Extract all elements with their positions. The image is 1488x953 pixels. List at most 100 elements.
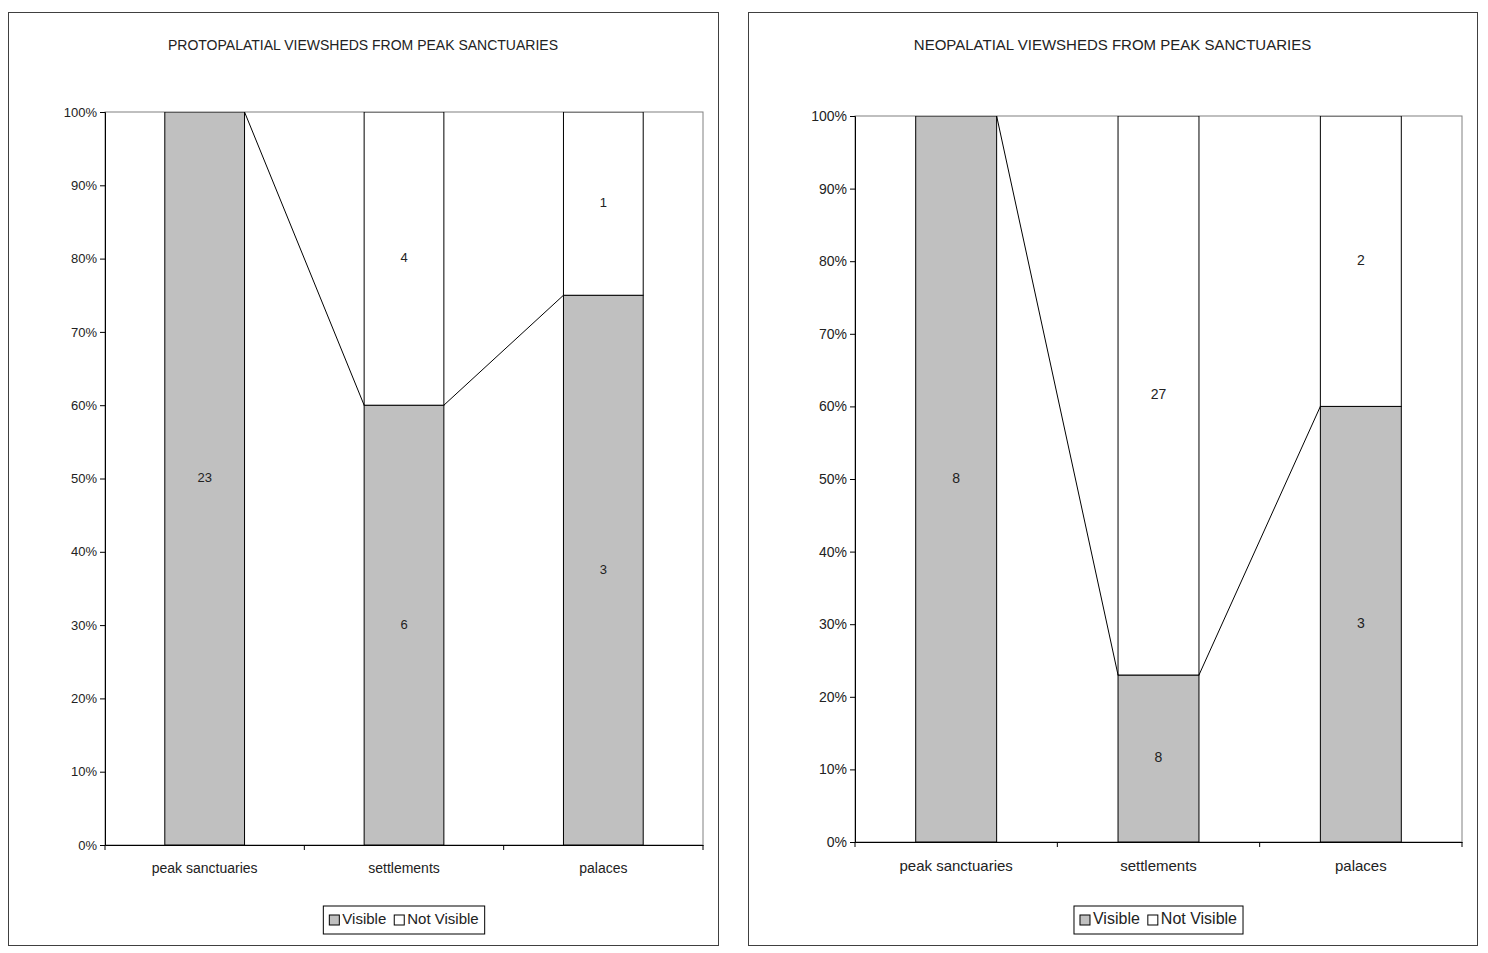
- series-line: [1199, 406, 1320, 675]
- y-tick-label: 20%: [71, 691, 97, 706]
- y-tick-label: 0%: [78, 838, 97, 853]
- legend-label: Visible: [1093, 910, 1140, 927]
- y-tick-label: 70%: [819, 326, 847, 342]
- data-label: 6: [400, 617, 407, 632]
- chart-title: PROTOPALATIAL VIEWSHEDS FROM PEAK SANCTU…: [168, 37, 558, 53]
- y-tick-mark: [100, 772, 105, 773]
- y-axis-line: [100, 113, 106, 846]
- y-tick-label: 30%: [819, 616, 847, 632]
- y-tick-mark: [850, 697, 855, 698]
- legend-label: Not Visible: [407, 910, 478, 927]
- x-tick-label: peak sanctuaries: [899, 857, 1012, 874]
- y-tick-label: 80%: [71, 251, 97, 266]
- y-tick-mark: [100, 112, 105, 113]
- bar: [916, 116, 997, 842]
- y-tick: 20%: [819, 689, 855, 705]
- x-axis: peak sanctuariessettlementspalaces: [106, 845, 704, 876]
- x-axis: peak sanctuaries settlements palaces: [856, 842, 1463, 874]
- legend-swatch: [1080, 915, 1090, 925]
- plot-area: [165, 112, 643, 845]
- plot-frame: [105, 112, 703, 845]
- chart: PROTOPALATIAL VIEWSHEDS FROM PEAK SANCTU…: [9, 13, 719, 946]
- x-category-divider: [855, 842, 856, 847]
- x-tick: palaces: [1335, 842, 1387, 874]
- bar: [165, 112, 245, 113]
- y-tick: 70%: [71, 325, 105, 340]
- y-tick-label: 10%: [71, 764, 97, 779]
- chart-canvas: PROTOPALATIAL VIEWSHEDS FROM PEAK SANCTU…: [0, 0, 1488, 953]
- y-tick: 100%: [811, 108, 855, 124]
- data-label: 1: [600, 195, 607, 210]
- y-tick-label: 50%: [71, 471, 97, 486]
- y-tick-mark: [850, 189, 855, 190]
- y-tick-mark: [850, 769, 855, 770]
- y-tick-mark: [100, 185, 105, 186]
- x-tick: peak sanctuaries: [899, 842, 1012, 874]
- bar: [1118, 116, 1199, 675]
- y-tick-label: 40%: [71, 544, 97, 559]
- y-tick: 40%: [819, 544, 855, 560]
- y-tick-mark: [100, 698, 105, 699]
- legend-item: Not Visible: [1148, 910, 1237, 927]
- x-tick-label: palaces: [1335, 857, 1387, 874]
- data-label: 27: [1151, 386, 1167, 402]
- legend-label: Visible: [342, 910, 386, 927]
- bar: [364, 405, 444, 845]
- y-tick: 50%: [819, 471, 855, 487]
- data-label: 4: [400, 250, 407, 265]
- chart-title: NEOPALATIAL VIEWSHEDS FROM PEAK SANCTUAR…: [914, 36, 1311, 53]
- y-tick-label: 90%: [819, 181, 847, 197]
- y-tick: 30%: [71, 618, 105, 633]
- y-tick-label: 10%: [819, 761, 847, 777]
- y-tick: 0%: [78, 838, 105, 853]
- chart: NEOPALATIAL VIEWSHEDS FROM PEAK SANCTUAR…: [749, 13, 1478, 946]
- y-tick-label: 0%: [827, 834, 847, 850]
- legend-item: Not Visible: [394, 910, 478, 927]
- x-category-divider: [105, 845, 106, 850]
- y-tick: 20%: [71, 691, 105, 706]
- data-label: 23: [197, 470, 211, 485]
- y-tick-mark: [100, 552, 105, 553]
- plot-area: [916, 116, 1402, 842]
- x-category-divider: [503, 845, 504, 850]
- legend-swatch: [394, 915, 404, 925]
- y-tick-mark: [100, 845, 105, 846]
- y-tick-mark: [850, 624, 855, 625]
- x-tick-label: settlements: [1120, 857, 1197, 874]
- x-category-divider: [703, 845, 704, 850]
- y-tick-label: 50%: [819, 471, 847, 487]
- bar: [916, 116, 997, 117]
- chart-border: [9, 13, 719, 946]
- y-tick-mark: [100, 479, 105, 480]
- x-tick: peak sanctuaries: [152, 845, 258, 876]
- y-tick: 10%: [71, 764, 105, 779]
- y-tick-label: 20%: [819, 689, 847, 705]
- legend-box: [323, 906, 484, 934]
- y-tick-label: 70%: [71, 325, 97, 340]
- bar: [165, 112, 245, 845]
- bar: [1118, 675, 1199, 842]
- y-tick: 60%: [71, 398, 105, 413]
- x-tick-label: peak sanctuaries: [152, 860, 258, 876]
- legend-label: Not Visible: [1161, 910, 1237, 927]
- bar: [364, 112, 444, 405]
- y-tick: 80%: [71, 251, 105, 266]
- y-tick-mark: [850, 552, 855, 553]
- x-category-divider: [1259, 842, 1260, 847]
- y-tick-mark: [100, 625, 105, 626]
- x-category-divider: [1057, 842, 1058, 847]
- bar: [563, 112, 643, 295]
- bar: [1320, 116, 1401, 406]
- y-tick-label: 60%: [71, 398, 97, 413]
- data-label: 8: [1155, 749, 1163, 765]
- legend: Visible Not Visible: [1074, 906, 1243, 934]
- y-tick-label: 90%: [71, 178, 97, 193]
- y-tick-mark: [850, 261, 855, 262]
- y-tick: 40%: [71, 544, 105, 559]
- data-label: 8: [952, 470, 960, 486]
- x-category-divider: [1462, 842, 1463, 847]
- series-line: [444, 295, 564, 405]
- y-tick: 30%: [819, 616, 855, 632]
- y-tick: 0%: [827, 834, 855, 850]
- y-tick: 70%: [819, 326, 855, 342]
